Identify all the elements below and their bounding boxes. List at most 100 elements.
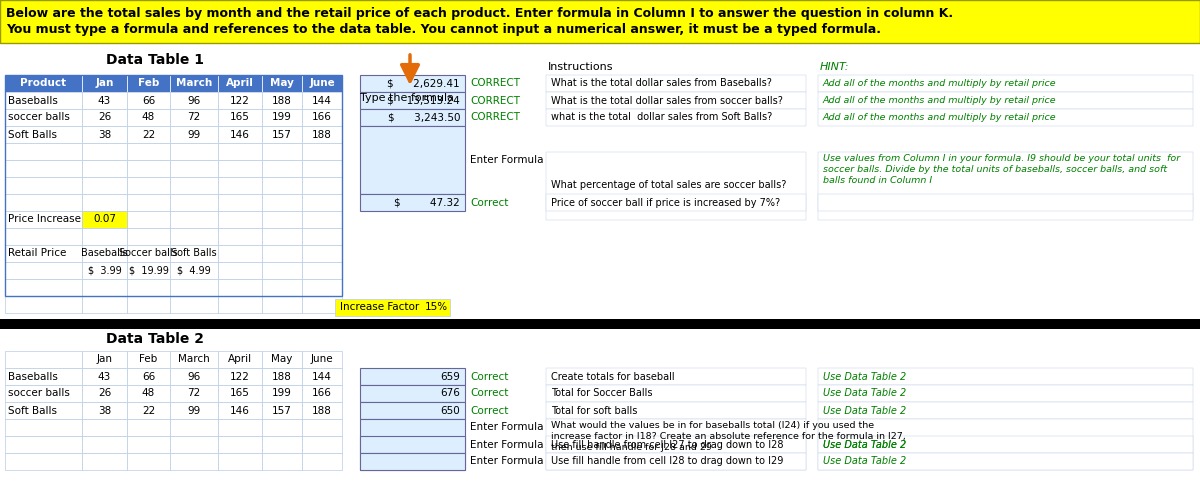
Bar: [262, 279, 302, 296]
Bar: [5, 194, 82, 211]
Bar: [82, 177, 127, 194]
Text: Correct: Correct: [470, 406, 509, 416]
Bar: [170, 296, 218, 313]
Bar: [546, 151, 806, 220]
Bar: [82, 296, 127, 313]
Bar: [360, 92, 466, 109]
Bar: [546, 419, 806, 470]
Bar: [262, 75, 302, 92]
Bar: [127, 160, 170, 177]
Text: 38: 38: [98, 129, 112, 139]
Bar: [127, 262, 170, 279]
Text: Correct: Correct: [470, 197, 509, 207]
Text: 157: 157: [272, 129, 292, 139]
Text: $      2,629.41: $ 2,629.41: [388, 78, 460, 88]
Bar: [546, 453, 806, 470]
Bar: [82, 436, 127, 453]
Bar: [262, 211, 302, 228]
Text: Enter Formula: Enter Formula: [470, 456, 544, 467]
Bar: [360, 109, 466, 126]
Text: Product: Product: [20, 78, 66, 88]
Text: Baseballs: Baseballs: [8, 96, 58, 106]
Bar: [218, 385, 262, 402]
Bar: [5, 262, 82, 279]
Bar: [82, 385, 127, 402]
Bar: [546, 385, 806, 402]
Text: June: June: [311, 355, 334, 365]
Bar: [302, 296, 342, 313]
Bar: [127, 436, 170, 453]
Text: 659: 659: [440, 372, 460, 381]
Text: 48: 48: [142, 388, 155, 398]
Text: Correct: Correct: [470, 372, 509, 381]
Text: 144: 144: [312, 372, 332, 381]
Bar: [127, 402, 170, 419]
Bar: [262, 109, 302, 126]
Bar: [262, 402, 302, 419]
Bar: [218, 351, 262, 368]
Bar: [82, 419, 127, 436]
Text: Enter Formula: Enter Formula: [470, 423, 544, 433]
Bar: [170, 143, 218, 160]
Bar: [127, 419, 170, 436]
Text: 96: 96: [187, 96, 200, 106]
Bar: [82, 245, 127, 262]
Bar: [5, 177, 82, 194]
Bar: [5, 126, 82, 143]
Text: 144: 144: [312, 96, 332, 106]
Bar: [5, 245, 82, 262]
Text: what is the total  dollar sales from Soft Balls?: what is the total dollar sales from Soft…: [551, 113, 773, 123]
Bar: [546, 194, 806, 211]
Text: Total for Soccer Balls: Total for Soccer Balls: [551, 388, 653, 398]
Bar: [170, 436, 218, 453]
Bar: [302, 143, 342, 160]
Bar: [127, 194, 170, 211]
Text: 0.07: 0.07: [94, 214, 116, 225]
Bar: [818, 194, 1193, 211]
Text: 166: 166: [312, 113, 332, 123]
Text: 199: 199: [272, 388, 292, 398]
Bar: [170, 228, 218, 245]
Bar: [302, 194, 342, 211]
Text: 199: 199: [272, 113, 292, 123]
Bar: [82, 126, 127, 143]
Text: Data Table 1: Data Table 1: [106, 53, 204, 67]
Bar: [218, 75, 262, 92]
Bar: [5, 368, 82, 385]
Text: Use Data Table 2: Use Data Table 2: [823, 372, 906, 381]
Bar: [262, 92, 302, 109]
Bar: [360, 368, 466, 385]
Bar: [5, 296, 82, 313]
Text: Baseballs: Baseballs: [82, 248, 128, 258]
Bar: [170, 211, 218, 228]
Text: 122: 122: [230, 96, 250, 106]
Bar: [262, 368, 302, 385]
Text: soccer balls: soccer balls: [8, 388, 70, 398]
Bar: [5, 143, 82, 160]
Bar: [82, 453, 127, 470]
Bar: [818, 109, 1193, 126]
Bar: [218, 126, 262, 143]
Bar: [218, 160, 262, 177]
Bar: [302, 211, 342, 228]
Bar: [262, 245, 302, 262]
Text: 66: 66: [142, 96, 155, 106]
Text: 99: 99: [187, 129, 200, 139]
Text: 188: 188: [312, 406, 332, 416]
Bar: [262, 143, 302, 160]
Bar: [546, 92, 806, 109]
Bar: [302, 75, 342, 92]
Bar: [5, 109, 82, 126]
Bar: [170, 279, 218, 296]
Bar: [127, 228, 170, 245]
Text: 26: 26: [98, 388, 112, 398]
Bar: [335, 299, 450, 316]
Bar: [82, 143, 127, 160]
Text: You must type a formula and references to the data table. You cannot input a num: You must type a formula and references t…: [6, 23, 881, 37]
Text: Below are the total sales by month and the retail price of each product. Enter f: Below are the total sales by month and t…: [6, 6, 953, 19]
Bar: [302, 368, 342, 385]
Bar: [360, 385, 466, 402]
Text: 188: 188: [272, 372, 292, 381]
Bar: [360, 194, 466, 211]
Text: soccer balls: soccer balls: [8, 113, 70, 123]
